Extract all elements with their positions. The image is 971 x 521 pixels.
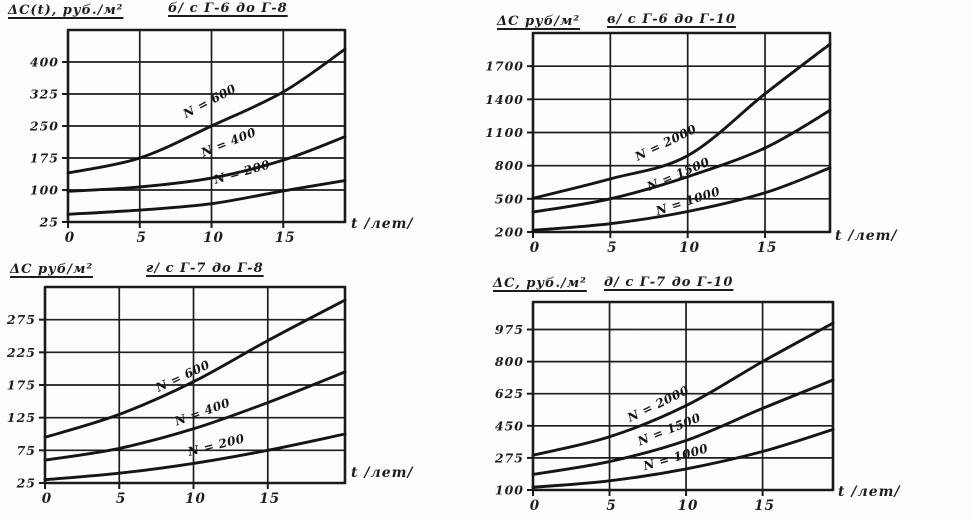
x-tick-label: 15 bbox=[259, 491, 280, 507]
y-tick-label: 325 bbox=[30, 87, 59, 102]
x-tick-label: 10 bbox=[679, 240, 700, 256]
y-tick-label: 800 bbox=[495, 354, 524, 369]
data-curve bbox=[43, 432, 347, 482]
x-axis-title: t /лет/ bbox=[838, 484, 901, 500]
y-tick-label: 125 bbox=[7, 410, 36, 425]
y-tick-label: 25 bbox=[39, 215, 59, 230]
plot-border bbox=[66, 28, 347, 224]
y-tick-label: 400 bbox=[30, 55, 59, 70]
x-axis-title: t /лет/ bbox=[351, 465, 414, 481]
y-tick-label: 1400 bbox=[485, 92, 524, 107]
y-tick-label: 1700 bbox=[485, 59, 524, 74]
data-curve bbox=[531, 378, 835, 476]
data-curve bbox=[531, 321, 835, 457]
x-tick-label: 15 bbox=[754, 498, 775, 514]
data-curve bbox=[531, 166, 832, 232]
x-tick-label: 10 bbox=[185, 491, 206, 507]
plot-border bbox=[531, 31, 832, 234]
data-curve bbox=[531, 42, 832, 200]
y-tick-label: 100 bbox=[30, 183, 59, 198]
curve-label: N = 400 bbox=[198, 125, 258, 160]
x-tick-label: 5 bbox=[137, 230, 147, 246]
x-tick-label: 5 bbox=[606, 498, 616, 514]
data-curve bbox=[66, 179, 347, 216]
y-tick-label: 1100 bbox=[485, 125, 524, 140]
y-tick-label: 175 bbox=[7, 378, 36, 393]
y-tick-label: 25 bbox=[16, 476, 36, 491]
y-tick-label: 275 bbox=[6, 312, 36, 327]
chart-title: в/ с Г-6 до Г-10 bbox=[607, 12, 736, 27]
y-tick-label: 100 bbox=[495, 483, 524, 498]
x-tick-label: 10 bbox=[203, 230, 224, 246]
y-tick-label: 975 bbox=[495, 322, 524, 337]
y-tick-label: 175 bbox=[30, 151, 59, 166]
data-curve bbox=[43, 298, 347, 439]
data-curve bbox=[66, 135, 347, 193]
y-tick-label: 275 bbox=[494, 450, 524, 465]
data-curve bbox=[43, 370, 347, 462]
plot-border bbox=[43, 285, 347, 485]
y-axis-title: ΔC руб/м² bbox=[10, 262, 94, 277]
curve-label: N = 200 bbox=[211, 157, 272, 187]
y-axis-title: ΔC(t), руб./м² bbox=[8, 3, 124, 18]
y-tick-label: 75 bbox=[17, 443, 36, 458]
x-axis-title: t /лет/ bbox=[351, 216, 414, 232]
curve-label: N = 1000 bbox=[641, 441, 710, 473]
x-tick-label: 5 bbox=[607, 240, 617, 256]
data-curve bbox=[531, 108, 832, 214]
plot-border bbox=[531, 300, 835, 492]
y-tick-label: 250 bbox=[29, 119, 59, 134]
x-tick-label: 15 bbox=[275, 230, 296, 246]
y-tick-label: 500 bbox=[495, 191, 524, 206]
y-tick-label: 450 bbox=[495, 418, 524, 433]
data-curve bbox=[66, 47, 347, 175]
curve-label: N = 600 bbox=[180, 81, 239, 121]
y-tick-label: 225 bbox=[6, 345, 36, 360]
x-tick-label: 5 bbox=[116, 491, 126, 507]
x-tick-label: 0 bbox=[65, 230, 75, 246]
x-tick-label: 10 bbox=[678, 498, 699, 514]
x-tick-label: 0 bbox=[530, 240, 540, 256]
x-tick-label: 0 bbox=[42, 491, 52, 507]
curve-label: N = 400 bbox=[172, 395, 232, 428]
y-axis-title: ΔC, руб./м² bbox=[493, 276, 587, 291]
chart-title: б/ с Г-6 до Г-8 bbox=[168, 1, 288, 16]
y-tick-label: 625 bbox=[495, 386, 524, 401]
y-tick-label: 200 bbox=[494, 225, 524, 240]
x-axis-title: t /лет/ bbox=[835, 228, 898, 244]
chart-title: д/ с Г-7 до Г-10 bbox=[604, 275, 734, 290]
x-tick-label: 0 bbox=[530, 498, 540, 514]
x-tick-label: 15 bbox=[757, 240, 778, 256]
chart-title: г/ с Г-7 до Г-8 bbox=[146, 261, 264, 276]
data-curve bbox=[531, 428, 835, 489]
curve-label: N = 2000 bbox=[632, 122, 699, 164]
y-axis-title: ΔC руб/м² bbox=[497, 14, 581, 29]
y-tick-label: 800 bbox=[495, 158, 524, 173]
